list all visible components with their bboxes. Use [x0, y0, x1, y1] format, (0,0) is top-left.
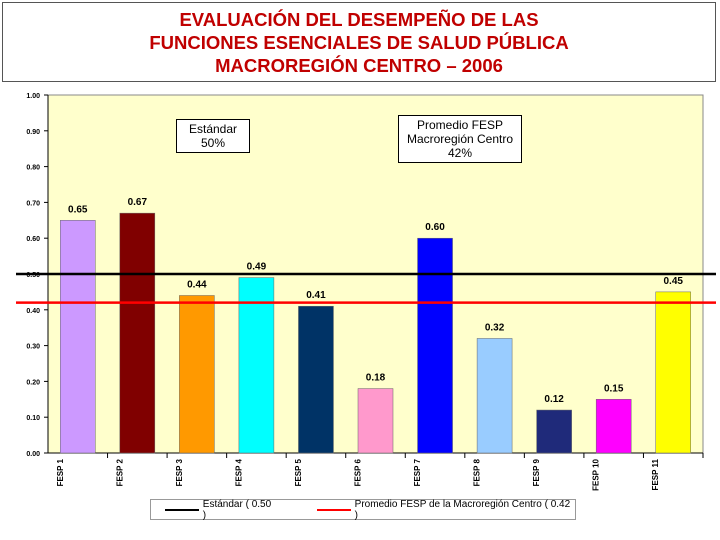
category-label: FESP 2 — [115, 458, 124, 486]
bar-value-label: 0.32 — [485, 322, 505, 333]
y-tick-label: 0.30 — [26, 344, 40, 351]
standard-annotation-line-1: Estándar — [188, 122, 238, 136]
average-annotation-line-2: Macroregión Centro — [406, 132, 514, 146]
category-label: FESP 1 — [56, 458, 65, 486]
bar-value-label: 0.45 — [663, 276, 683, 287]
bar-value-label: 0.49 — [247, 262, 267, 273]
bar-value-label: 0.15 — [604, 383, 624, 394]
bar — [298, 305, 334, 454]
title-line-3: MACROREGIÓN CENTRO – 2006 — [215, 54, 503, 76]
legend-swatch-average — [316, 508, 351, 511]
title-line-2: FUNCIONES ESENCIALES DE SALUD PÚBLICA — [149, 31, 569, 53]
y-tick-label: 0.60 — [26, 236, 40, 243]
category-label: FESP 9 — [532, 458, 541, 486]
bar — [417, 237, 453, 454]
y-tick-label: 0.90 — [26, 129, 40, 136]
category-label: FESP 7 — [413, 458, 422, 486]
bar — [476, 338, 513, 454]
average-annotation-line-1: Promedio FESP — [416, 118, 504, 132]
y-tick-label: 0.10 — [26, 415, 40, 422]
bar — [655, 291, 691, 454]
y-tick-label: 0.70 — [26, 200, 40, 207]
bar — [357, 388, 394, 454]
bar — [238, 277, 275, 454]
average-annotation: Promedio FESP Macroregión Centro 42% — [398, 115, 522, 163]
category-label: FESP 8 — [473, 458, 482, 486]
bar — [536, 409, 572, 454]
legend-item-standard: Estándar ( 0.50 ) — [165, 499, 277, 521]
y-tick-label: 0.50 — [26, 272, 40, 279]
category-label: FESP 5 — [294, 458, 303, 486]
bar — [595, 399, 632, 454]
bar — [60, 220, 96, 454]
y-tick-label: 0.20 — [26, 379, 40, 386]
average-annotation-line-3: 42% — [447, 146, 473, 160]
category-label: FESP 3 — [175, 458, 184, 486]
y-tick-label: 0.40 — [26, 308, 40, 315]
category-label: FESP 4 — [234, 458, 243, 486]
bar-value-label: 0.67 — [128, 197, 148, 208]
chart-title: EVALUACIÓN DEL DESEMPEÑO DE LAS FUNCIONE… — [2, 2, 716, 82]
category-label: FESP 6 — [354, 458, 363, 486]
bar-value-label: 0.12 — [544, 394, 564, 405]
standard-annotation-line-2: 50% — [200, 136, 226, 150]
bar — [119, 212, 156, 454]
bar-value-label: 0.60 — [425, 222, 445, 233]
bar — [179, 295, 215, 454]
legend-item-average: Promedio FESP de la Macroregión Centro (… — [316, 498, 575, 521]
chart-legend: Estándar ( 0.50 ) Promedio FESP de la Ma… — [150, 498, 576, 521]
bar-value-label: 0.41 — [306, 290, 326, 301]
bar-value-label: 0.18 — [366, 373, 386, 384]
category-label: FESP 11 — [651, 458, 660, 490]
legend-label-standard: Estándar ( 0.50 ) — [202, 498, 272, 521]
y-tick-label: 0.00 — [26, 451, 40, 458]
category-label: FESP 10 — [592, 458, 601, 490]
bar-value-label: 0.44 — [187, 279, 207, 290]
standard-annotation: Estándar 50% — [176, 119, 250, 153]
title-line-1: EVALUACIÓN DEL DESEMPEÑO DE LAS — [179, 8, 539, 30]
y-tick-label: 1.00 — [26, 93, 40, 100]
bar-value-label: 0.65 — [68, 204, 88, 215]
legend-swatch-standard — [165, 508, 199, 511]
y-tick-label: 0.80 — [26, 165, 40, 172]
legend-label-average: Promedio FESP de la Macroregión Centro (… — [354, 498, 571, 521]
